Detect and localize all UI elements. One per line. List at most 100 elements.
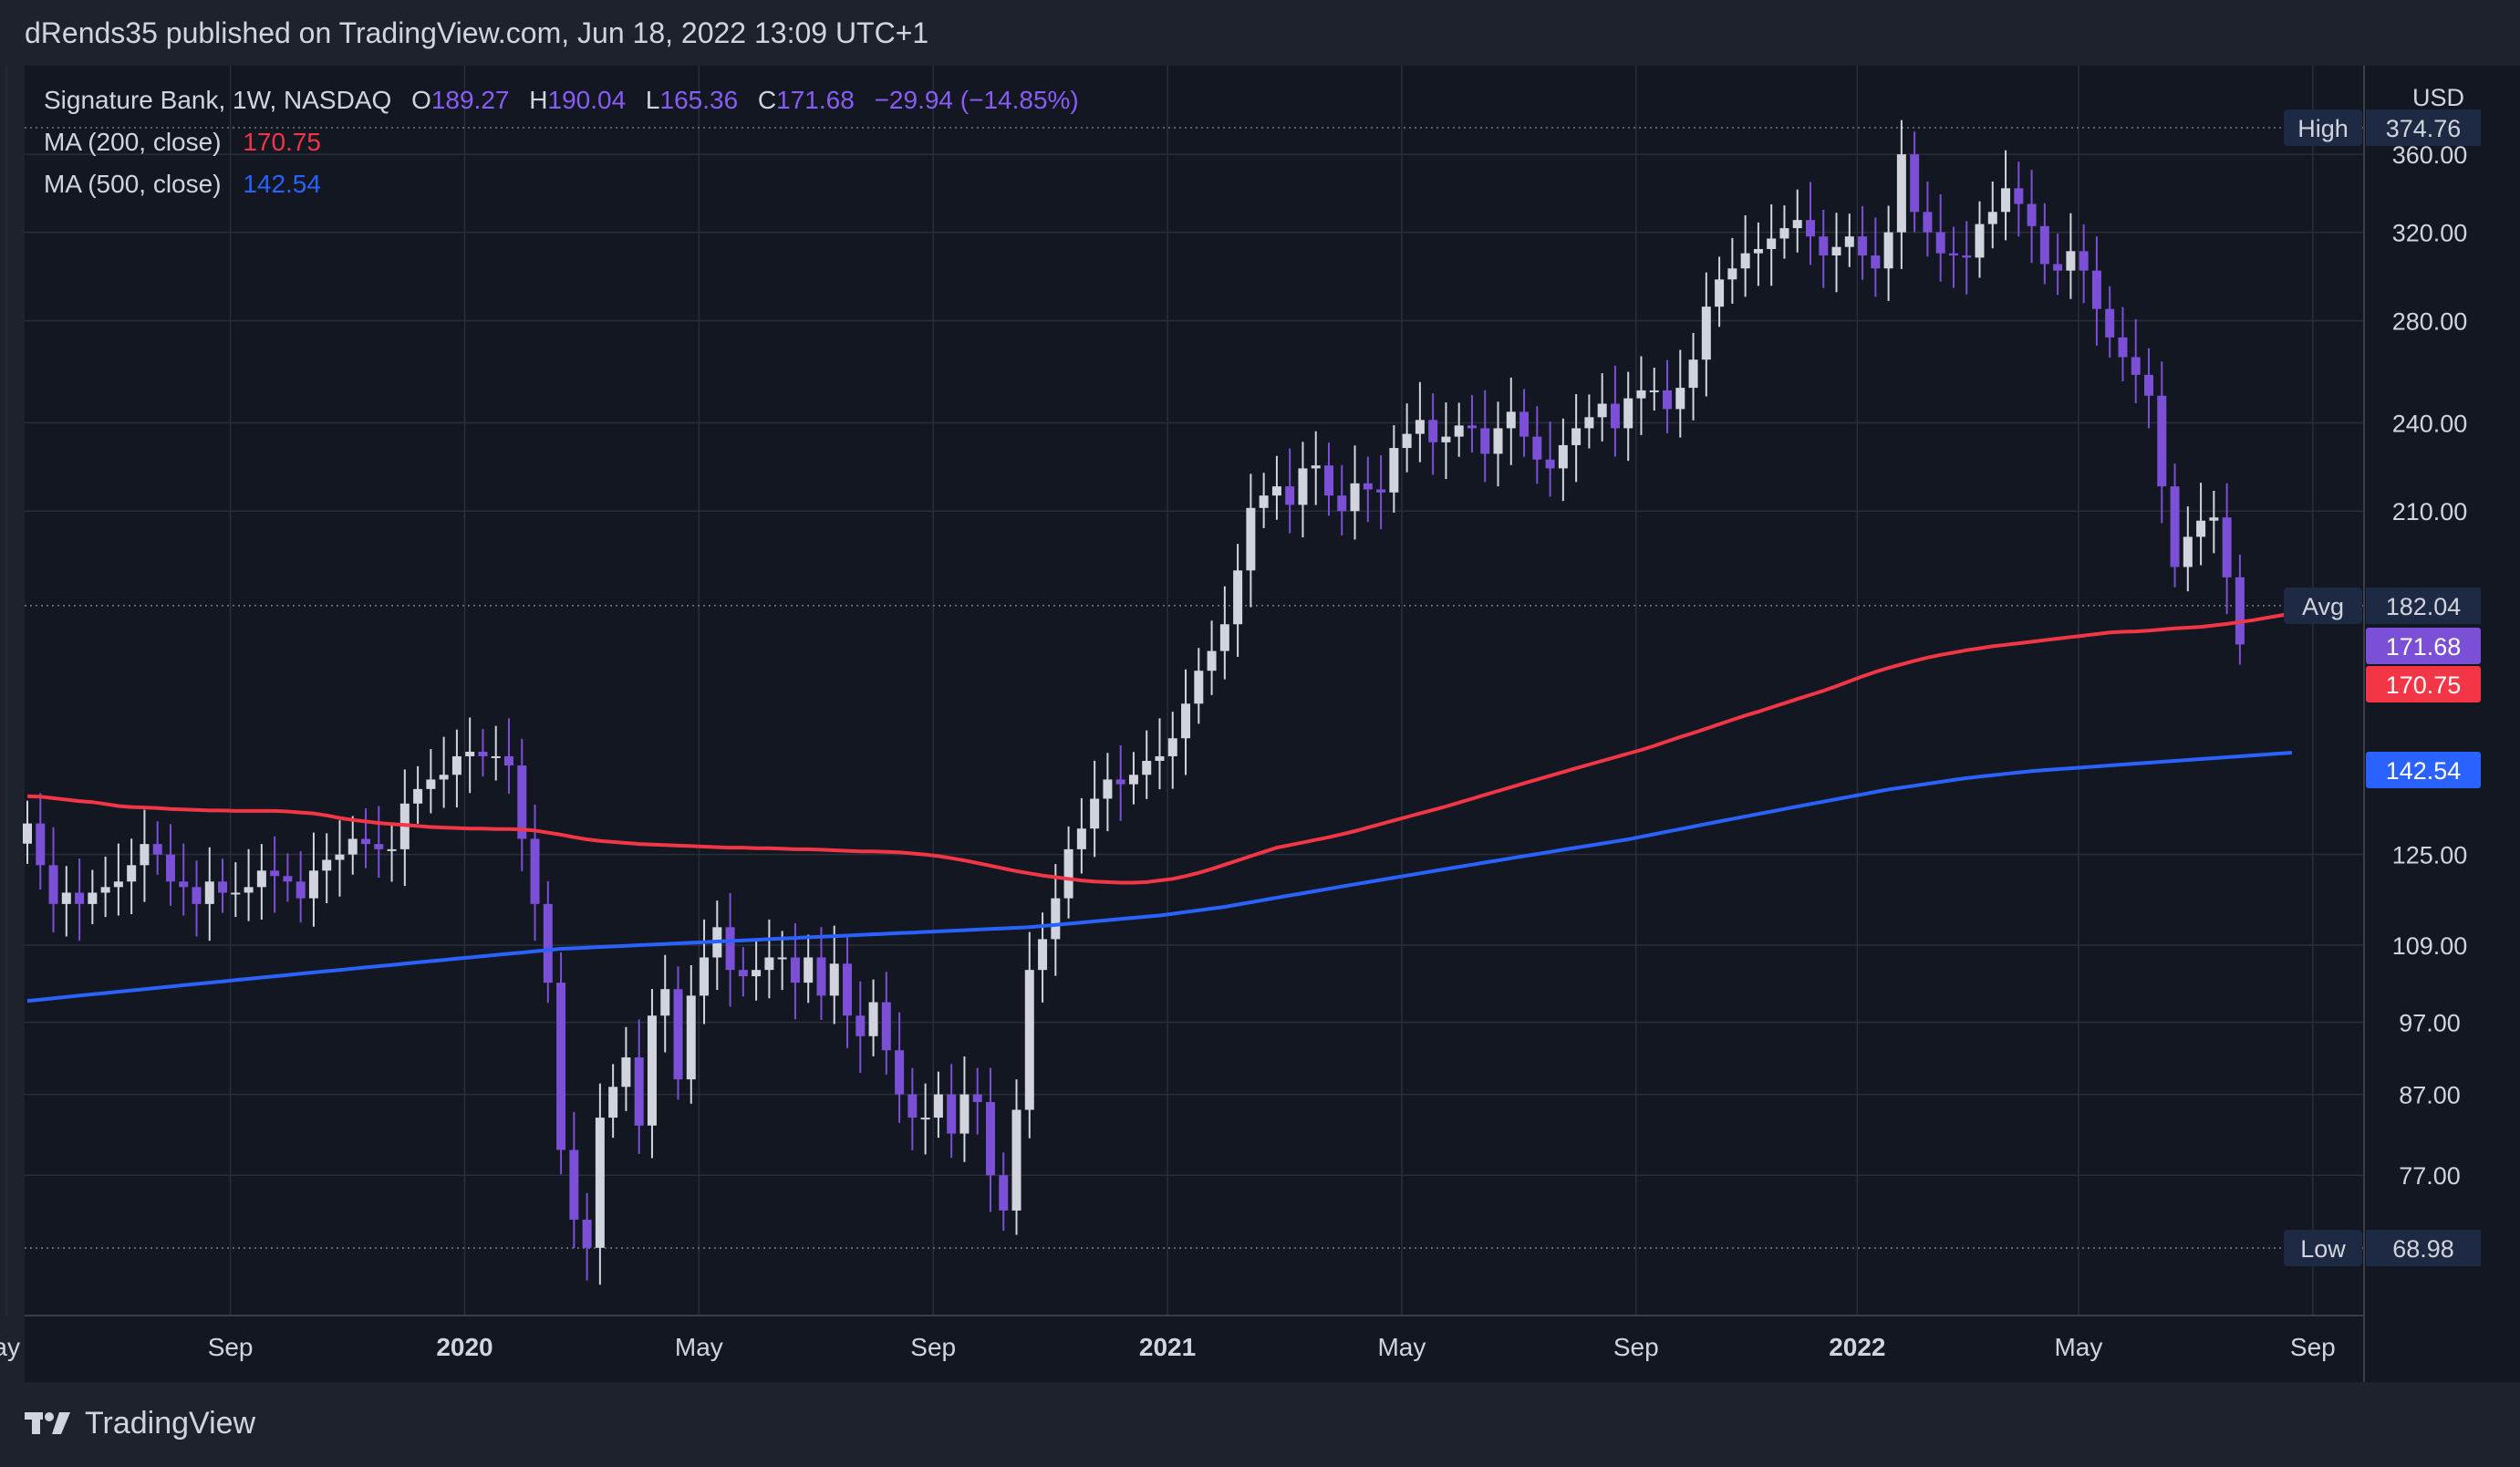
- grid-lines: [5, 66, 2364, 1316]
- candle-body: [1753, 248, 1763, 254]
- candle-body: [127, 865, 137, 882]
- y-tick-label: 320.00: [2392, 220, 2468, 247]
- ma200-value-label: 170.75: [2386, 671, 2462, 699]
- candle-body: [621, 1057, 631, 1087]
- candle-body: [1727, 268, 1737, 280]
- candle-body: [608, 1087, 618, 1118]
- close-value-label: 171.68: [2386, 633, 2462, 661]
- candle-body: [1610, 403, 1620, 429]
- candle-body: [1805, 220, 1815, 237]
- candle-body: [88, 892, 98, 904]
- candle-body: [439, 775, 449, 780]
- candle-body: [1663, 390, 1673, 410]
- candle-body: [1910, 154, 1920, 213]
- low-tag-box: [2284, 1230, 2362, 1266]
- publish-info: dRends35 published on TradingView.com, J…: [25, 16, 929, 49]
- candle-body: [204, 881, 214, 904]
- candle-body: [556, 983, 566, 1150]
- candle-body: [347, 838, 358, 855]
- candle-body: [1128, 775, 1138, 785]
- candle-body: [1038, 939, 1048, 971]
- candle-body: [465, 751, 475, 756]
- candle-body: [933, 1094, 943, 1118]
- candle-body: [2014, 188, 2024, 204]
- x-tick-label: May: [2054, 1333, 2102, 1361]
- candle-body: [1337, 495, 1347, 512]
- close-value-box: [2366, 628, 2481, 664]
- candle-body: [296, 881, 306, 899]
- high-value: 190.04: [547, 86, 627, 114]
- tradingview-brand[interactable]: TradingView: [25, 1406, 255, 1441]
- candle-body: [308, 870, 318, 899]
- candle-body: [1896, 154, 1906, 233]
- candle-body: [959, 1094, 970, 1134]
- candle-body: [1167, 738, 1177, 756]
- candle-body: [1844, 236, 1854, 247]
- open-value: 189.27: [430, 86, 510, 114]
- y-tick-label: 109.00: [2392, 932, 2468, 960]
- candle-body: [140, 844, 150, 866]
- candle-body: [1259, 495, 1269, 508]
- candle-body: [1779, 228, 1789, 239]
- candle-body: [478, 751, 488, 756]
- candle-body: [1975, 224, 1985, 258]
- candle-body: [1311, 465, 1321, 469]
- candle-body: [2027, 203, 2037, 226]
- candle-body: [1948, 253, 1958, 255]
- candle-body: [1428, 420, 1438, 442]
- candle-body: [1883, 232, 1893, 269]
- candle-body: [686, 995, 696, 1080]
- low-value-label: 68.98: [2392, 1235, 2454, 1263]
- candle-body: [868, 1002, 878, 1036]
- candle-body: [1715, 279, 1725, 307]
- candle-body: [881, 1002, 891, 1051]
- reference-lines: [25, 127, 2364, 1249]
- candle-body: [1324, 465, 1333, 496]
- candle-body: [61, 892, 71, 904]
- candle-body: [843, 963, 853, 1016]
- candle-body: [816, 957, 826, 996]
- candle-body: [895, 1050, 905, 1095]
- x-tick-label: May: [1377, 1333, 1426, 1361]
- candle-body: [1024, 970, 1034, 1110]
- x-tick-label: 2022: [1829, 1333, 1885, 1361]
- candle-body: [725, 927, 735, 971]
- ma500-legend[interactable]: MA (500, close) 142.54: [44, 170, 321, 199]
- candle-body: [1454, 425, 1464, 437]
- x-tick-label: Sep: [1613, 1333, 1659, 1361]
- candle-body: [985, 1101, 995, 1176]
- candle-body: [413, 788, 423, 804]
- candle-body: [1935, 232, 1945, 254]
- candle-body: [1090, 798, 1100, 829]
- candle-body: [2001, 188, 2011, 213]
- ma200-value-box: [2366, 666, 2481, 702]
- avg-value-box: [2366, 587, 2481, 624]
- candle-body: [1871, 255, 1881, 269]
- candle-body: [2131, 357, 2141, 375]
- candle-body: [1987, 212, 1997, 224]
- ma200-legend[interactable]: MA (200, close) 170.75: [44, 128, 321, 157]
- candle-body: [595, 1118, 605, 1248]
- candle-body: [2209, 517, 2219, 521]
- y-tick-label: 240.00: [2392, 410, 2468, 437]
- candle-body: [218, 881, 228, 893]
- symbol-title[interactable]: Signature Bank, 1W, NASDAQ: [44, 86, 392, 114]
- ma500-label: MA (500, close): [44, 170, 222, 198]
- x-tick-label: Sep: [208, 1333, 254, 1361]
- candle-body: [283, 876, 293, 882]
- candle-body: [1233, 570, 1243, 625]
- candle-body: [856, 1015, 866, 1036]
- price-axis-panel[interactable]: [2364, 66, 2520, 1382]
- chart-background: [25, 66, 2364, 1382]
- candle-body: [1142, 760, 1152, 775]
- candle-body: [2091, 270, 2101, 309]
- candle-body: [1389, 448, 1399, 493]
- candle-body: [1011, 1109, 1021, 1211]
- brand-name: TradingView: [85, 1406, 256, 1441]
- symbol-legend[interactable]: Signature Bank, 1W, NASDAQ O189.27 H190.…: [44, 86, 1079, 115]
- candle-body: [2066, 251, 2076, 271]
- tradingview-logo-icon: [25, 1411, 70, 1434]
- candle-body: [2105, 308, 2115, 338]
- candle-body: [179, 881, 189, 888]
